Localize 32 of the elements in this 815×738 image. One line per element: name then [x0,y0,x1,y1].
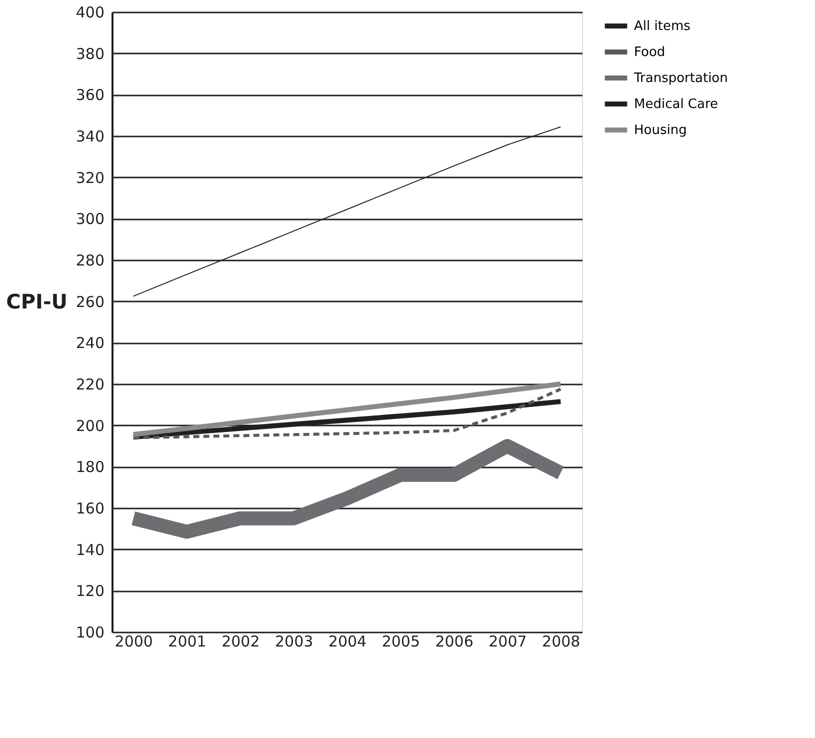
legend-label: Housing [634,123,687,138]
y-tick-label: 360 [76,86,104,104]
y-tick-label: 400 [76,4,104,22]
x-tick-label: 2005 [382,632,420,650]
y-tick-label: 300 [76,210,104,228]
y-tick-label: 100 [76,624,104,642]
y-tick-label: 120 [76,582,104,600]
y-tick-label: 200 [76,416,104,435]
x-tick-label: 2004 [328,632,367,650]
y-tick-label: 240 [76,334,104,352]
y-tick-label: 280 [76,252,104,270]
line-series [132,388,562,440]
x-tick-label: 2003 [274,632,314,650]
x-tick-label: 2008 [542,632,580,650]
y-tick-label: 380 [76,44,104,63]
y-axis-title: CPI-U [6,290,68,314]
legend-label: All items [634,19,691,34]
x-tick-label: 2001 [168,632,206,650]
x-tick-label: 2007 [488,632,527,650]
x-tick-label: 2002 [222,632,260,650]
y-tick-label: 320 [76,168,104,187]
y-tick-label: 220 [76,376,104,394]
y-tick-label: 180 [76,458,104,476]
y-tick-label: 260 [76,292,104,311]
y-tick-label: 140 [76,540,104,559]
x-tick-label: 2006 [435,632,474,650]
y-tick-label: 160 [76,500,104,518]
legend-label: Food [634,45,666,60]
y-tick-label: 340 [76,128,104,146]
x-tick-label: 2000 [114,632,153,650]
legend-label: Transportation [633,71,728,86]
legend-label: Medical Care [634,97,718,112]
